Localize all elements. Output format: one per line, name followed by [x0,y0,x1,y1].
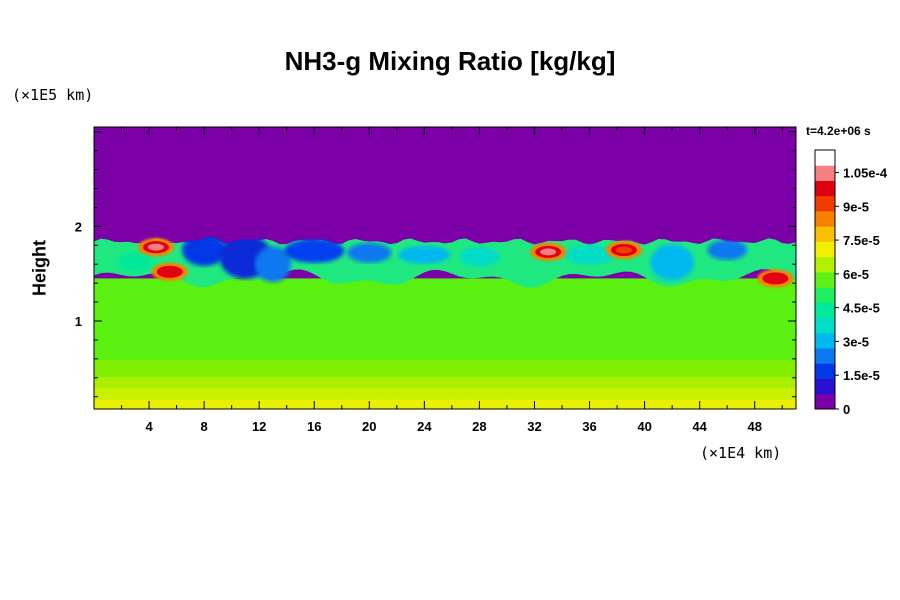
colorbar-tick-label: 7.5e-5 [843,233,880,248]
time-label: t=4.2e+06 s [806,124,871,138]
x-tick-label: 48 [747,419,761,434]
field-pocket [707,240,748,261]
colorbar-tick-label: 9e-5 [843,199,869,214]
x-tick-label: 28 [472,419,486,434]
field-pocket [117,252,154,273]
x-tick-label: 24 [417,419,432,434]
hotspot-core [767,274,784,282]
field-pocket [254,246,291,283]
y-axis-unit: (×1E5 km) [12,86,94,104]
x-tick-label: 40 [637,419,651,434]
field-pocket [284,238,345,263]
region-upper [94,127,796,243]
x-tick-label: 20 [362,419,376,434]
colorbar-swatch [815,256,835,273]
x-tick-label: 36 [582,419,596,434]
colorbar-swatch [815,348,835,364]
hotspot-core [147,243,164,251]
colorbar-tick-label: 1.05e-4 [843,166,888,181]
x-tick-label: 44 [692,419,707,434]
x-tick-label: 4 [145,419,153,434]
colorbar-swatch [815,393,835,410]
colorbar-tick-label: 0 [843,402,850,417]
field-band [94,398,796,409]
colorbar-frame [814,149,836,410]
y-tick-label: 2 [75,219,82,234]
hotspot-core [540,248,557,256]
heatmap-field [94,127,796,409]
field-pocket [650,244,695,281]
x-tick-label: 32 [527,419,541,434]
colorbar-swatch [815,180,835,197]
colorbar-tick-label: 3e-5 [843,334,869,349]
field-band [94,358,796,377]
x-tick-label: 12 [252,419,266,434]
colorbar-swatch [815,317,835,334]
colorbar-swatch [815,210,835,227]
colorbar-swatch [815,363,835,380]
colorbar-swatch [815,150,835,166]
field-pocket [565,244,614,265]
colorbar-tick-label: 6e-5 [843,267,869,282]
hotspot-core [161,268,178,276]
colorbar-swatch [815,332,835,349]
field-band [94,375,796,389]
field-pocket [459,246,500,267]
colorbar-swatch [815,302,835,319]
colorbar-swatch [815,241,835,258]
plot-frame [93,126,797,410]
colorbar-tick-label: 1.5e-5 [843,368,880,383]
colorbar-swatch [815,165,835,181]
field-band [94,387,796,400]
colorbar-swatch [815,287,835,303]
colorbar-swatch [815,195,835,212]
hotspot-core [615,246,632,254]
colorbar: 0 1.5e-5 3e-5 4.5e-5 6e-5 7.5e-5 9e-5 1.05e-4 [814,149,888,417]
field-band [94,278,796,360]
colorbar-swatch [815,271,835,288]
colorbar-swatch [815,226,835,242]
field-pocket [182,234,227,267]
colorbar-tick-label: 4.5e-5 [843,301,880,316]
x-tick-label: 8 [201,419,208,434]
colorbar-swatch [815,378,835,395]
field-pocket [398,245,451,264]
field-pocket [347,242,392,263]
x-axis-unit: (×1E4 km) [700,444,782,462]
x-tick-label: 16 [307,419,321,434]
chart-title: NH3-g Mixing Ratio [kg/kg] [284,46,616,76]
y-tick-label: 1 [75,314,82,329]
